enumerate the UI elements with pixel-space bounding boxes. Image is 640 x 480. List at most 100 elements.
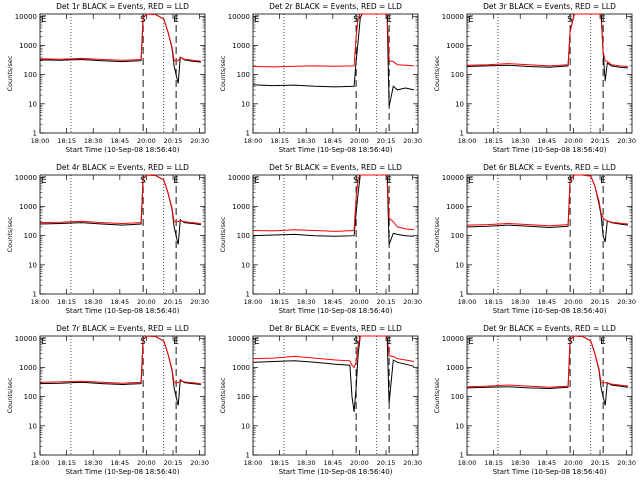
x-tick-label: 18:30 (84, 137, 103, 145)
x-tick-label: 20:15 (591, 137, 610, 145)
x-tick-label: 18:45 (323, 459, 342, 467)
chart-title: Det 1r BLACK = Events, RED = LLD (56, 2, 189, 11)
y-tick-label: 1 (460, 452, 464, 460)
x-tick-label: 20:00 (564, 459, 583, 467)
marker-label: E (468, 176, 474, 186)
marker-label: E (41, 176, 47, 186)
x-tick-label: 18:15 (270, 298, 289, 306)
series-line-red (39, 174, 201, 225)
series-line-red (39, 335, 201, 385)
chart-panel-5: Det 5r BLACK = Events, RED = LLD 1 10 100 10… (219, 163, 422, 315)
marker-label: E (468, 337, 474, 347)
chart-panel-7: Det 7r BLACK = Events, RED = LLD 1 10 100 10… (6, 324, 209, 476)
x-tick-label: 20:00 (350, 137, 369, 145)
marker-label: E (600, 337, 606, 347)
y-tick-label: 10000 (228, 335, 250, 343)
x-tick-label: 20:30 (617, 459, 636, 467)
x-tick-label: 18:30 (511, 459, 530, 467)
y-tick-label: 10 (241, 261, 250, 269)
y-axis-label: Counts/sec (219, 55, 227, 91)
x-tick-label: 20:30 (403, 137, 422, 145)
series-line-red (466, 13, 628, 67)
y-tick-label: 10000 (15, 174, 37, 182)
y-tick-label: 1 (33, 452, 37, 460)
x-tick-label: 18:15 (484, 137, 503, 145)
y-axis-label: Counts/sec (219, 377, 227, 413)
y-axis-label: Counts/sec (6, 216, 14, 252)
series-line-black (252, 335, 415, 412)
y-tick-label: 1000 (446, 42, 464, 50)
x-tick-label: 18:00 (31, 298, 50, 306)
x-tick-label: 18:30 (84, 298, 103, 306)
x-tick-label: 18:15 (270, 459, 289, 467)
x-tick-label: 20:15 (164, 137, 183, 145)
marker-label: E (173, 337, 179, 347)
plot-frame (252, 174, 419, 295)
series-line-black (252, 13, 415, 107)
x-tick-label: 18:00 (31, 137, 50, 145)
y-tick-label: 1000 (19, 203, 37, 211)
x-tick-label: 18:30 (297, 298, 316, 306)
y-tick-label: 100 (237, 71, 250, 79)
x-tick-label: 18:45 (537, 137, 556, 145)
x-tick-label: 20:00 (350, 459, 369, 467)
marker-label: E (386, 15, 392, 25)
x-tick-label: 18:45 (110, 459, 129, 467)
y-tick-label: 1 (33, 291, 37, 299)
marker-label: E (173, 176, 179, 186)
x-axis-label: Start Time (10-Sep-08 18:56:40) (66, 307, 180, 315)
x-tick-label: 20:15 (377, 459, 396, 467)
marker-label: E (41, 15, 47, 25)
y-tick-label: 1000 (232, 364, 250, 372)
chart-panel-2: Det 2r BLACK = Events, RED = LLD 1 10 100 10… (219, 2, 422, 154)
marker-label: E (386, 176, 392, 186)
x-tick-label: 20:30 (190, 459, 209, 467)
chart-panel-1: Det 1r BLACK = Events, RED = LLD 1 10 100 10… (6, 2, 209, 154)
x-tick-label: 20:30 (190, 137, 209, 145)
x-tick-label: 18:15 (57, 459, 76, 467)
x-tick-label: 18:30 (297, 137, 316, 145)
x-tick-label: 20:00 (137, 459, 156, 467)
x-tick-label: 20:00 (137, 298, 156, 306)
x-tick-label: 18:15 (57, 137, 76, 145)
y-tick-label: 10 (28, 422, 37, 430)
x-axis-label: Start Time (10-Sep-08 18:56:40) (493, 468, 607, 476)
x-axis-label: Start Time (10-Sep-08 18:56:40) (279, 307, 393, 315)
y-tick-label: 10000 (442, 174, 464, 182)
y-tick-label: 100 (24, 393, 37, 401)
marker-label: S (140, 337, 146, 347)
series-line-red (466, 174, 628, 227)
y-tick-label: 10000 (442, 335, 464, 343)
x-tick-label: 18:30 (84, 459, 103, 467)
x-tick-label: 18:30 (297, 459, 316, 467)
x-tick-label: 20:00 (350, 298, 369, 306)
marker-label: E (600, 15, 606, 25)
x-axis-label: Start Time (10-Sep-08 18:56:40) (493, 146, 607, 154)
y-tick-label: 10000 (442, 13, 464, 21)
chart-title: Det 4r BLACK = Events, RED = LLD (56, 163, 189, 172)
x-tick-label: 18:00 (458, 137, 477, 145)
x-tick-label: 18:00 (458, 459, 477, 467)
chart-title: Det 5r BLACK = Events, RED = LLD (269, 163, 402, 172)
marker-label: E (41, 337, 47, 347)
y-tick-label: 100 (451, 232, 464, 240)
y-tick-label: 10000 (15, 335, 37, 343)
x-tick-label: 20:15 (377, 298, 396, 306)
y-tick-label: 1 (33, 130, 37, 138)
y-tick-label: 10 (241, 100, 250, 108)
x-tick-label: 20:30 (190, 298, 209, 306)
x-tick-label: 18:15 (484, 298, 503, 306)
x-axis-label: Start Time (10-Sep-08 18:56:40) (66, 146, 180, 154)
plot-frame (466, 13, 633, 134)
series-line-red (466, 335, 628, 388)
marker-label: S (567, 15, 573, 25)
y-tick-label: 10 (241, 422, 250, 430)
y-tick-label: 100 (237, 232, 250, 240)
marker-label: E (468, 15, 474, 25)
y-tick-label: 1000 (446, 364, 464, 372)
plot-frame (252, 335, 419, 456)
y-tick-label: 100 (237, 393, 250, 401)
chart-title: Det 8r BLACK = Events, RED = LLD (269, 324, 402, 333)
y-tick-label: 100 (24, 71, 37, 79)
